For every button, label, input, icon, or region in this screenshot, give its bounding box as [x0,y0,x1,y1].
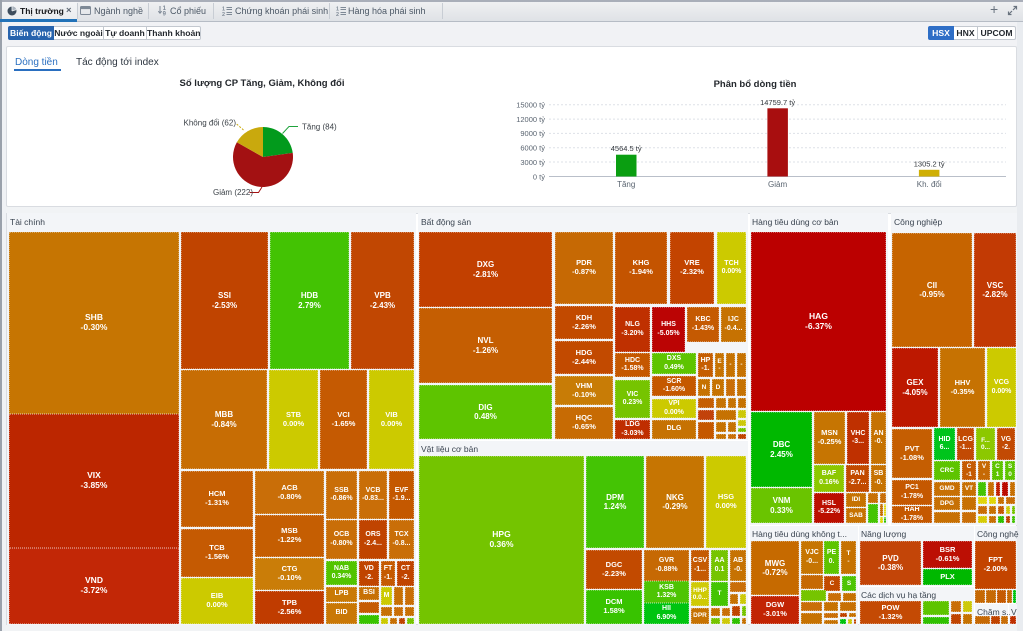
svg-text:0 tỷ: 0 tỷ [533,173,545,182]
svg-text:4564.5 tỷ: 4564.5 tỷ [611,144,642,153]
svg-text:Tăng: Tăng [617,180,635,189]
svg-text:12000 tỷ: 12000 tỷ [516,115,545,124]
svg-text:3000 tỷ: 3000 tỷ [520,158,545,167]
svg-text:6000 tỷ: 6000 tỷ [520,144,545,153]
svg-text:Số lượng CP Tăng, Giảm, Không: Số lượng CP Tăng, Giảm, Không đổi [180,78,345,89]
svg-text:9: 9 [163,12,167,16]
svg-text:1305.2 tỷ: 1305.2 tỷ [914,160,945,169]
svg-text:Kh. đổi: Kh. đổi [917,180,942,189]
svg-text:Giảm (222): Giảm (222) [213,188,253,197]
svg-text:Không đổi (62): Không đổi (62) [184,119,237,128]
svg-text:2: 2 [222,12,225,16]
svg-text:9000 tỷ: 9000 tỷ [520,129,545,138]
svg-text:2: 2 [336,12,339,16]
svg-text:14759.7 tỷ: 14759.7 tỷ [760,98,795,107]
svg-text:Tăng (84): Tăng (84) [302,123,337,132]
svg-text:15000 tỷ: 15000 tỷ [516,101,545,110]
svg-text:1: 1 [163,6,167,12]
svg-text:Giảm: Giảm [768,180,787,189]
svg-text:1: 1 [222,7,225,13]
svg-text:1: 1 [336,7,339,13]
svg-text:Phân bổ dòng tiền: Phân bổ dòng tiền [714,79,797,90]
